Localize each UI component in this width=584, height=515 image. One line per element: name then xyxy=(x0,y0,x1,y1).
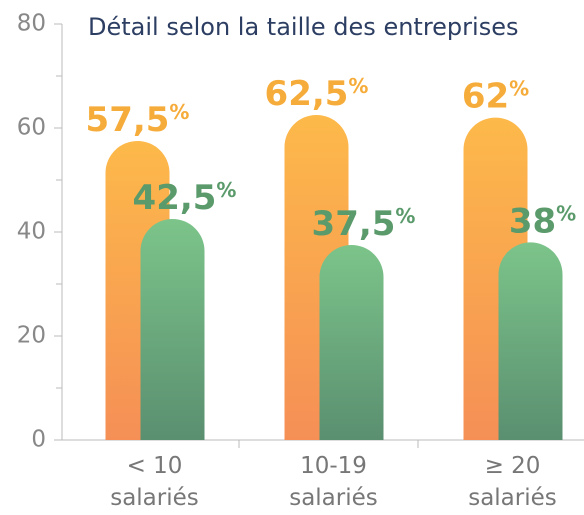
bar xyxy=(140,219,205,440)
value-label: 37,5% xyxy=(312,204,416,244)
value-label: 62% xyxy=(462,77,529,117)
y-tick-label: 80 xyxy=(17,11,46,37)
y-tick-label: 60 xyxy=(17,115,46,141)
value-label: 38% xyxy=(509,201,576,241)
x-tick-label: ≥ 20 salariés xyxy=(468,453,557,511)
value-label: 62,5% xyxy=(265,74,369,114)
value-label: 42,5% xyxy=(133,178,237,218)
value-label: 57,5% xyxy=(86,100,190,140)
y-tick-label: 20 xyxy=(17,323,46,349)
chart-title: Détail selon la taille des entreprises xyxy=(88,13,518,41)
bar xyxy=(498,242,563,440)
y-tick-label: 40 xyxy=(17,219,46,245)
y-tick-label: 0 xyxy=(31,427,46,453)
x-tick-label: 10-19 salariés xyxy=(289,453,378,511)
bar xyxy=(319,245,384,440)
x-tick-label: < 10 salariés xyxy=(110,453,199,511)
